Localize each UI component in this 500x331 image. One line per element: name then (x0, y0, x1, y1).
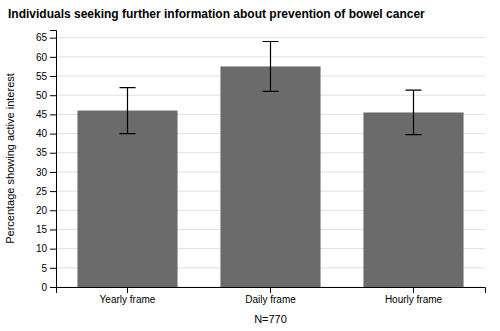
y-tick-mark (50, 153, 56, 154)
x-tick-label: Hourly frame (385, 294, 443, 305)
y-tick-mark (50, 268, 56, 269)
y-tick-label: 0 (41, 282, 47, 293)
x-tick-label: Daily frame (245, 294, 296, 305)
y-tick-mark (50, 172, 56, 173)
y-tick-mark (50, 210, 56, 211)
y-axis: 0 5 10 15 20 25 30 35 40 45 50 55 60 65 (36, 31, 57, 293)
x-tick-mark (270, 287, 271, 293)
y-tick-label: 30 (36, 167, 48, 178)
y-tick-mark (50, 95, 56, 96)
x-tick: Daily frame (245, 287, 296, 305)
y-tick-label: 10 (36, 243, 48, 254)
y-tick: 25 (36, 186, 56, 197)
bar (77, 111, 177, 287)
title: Individuals seeking further information … (8, 7, 425, 21)
y-tick: 35 (36, 147, 56, 158)
y-tick-mark (50, 229, 56, 230)
x-axis-title: N=770 (254, 313, 287, 325)
y-tick-label: 20 (36, 205, 48, 216)
y-tick-label: 45 (36, 109, 48, 120)
x-tick-mark (127, 287, 128, 293)
x-axis: Yearly frame Daily frame Hourly frame (57, 287, 486, 305)
bar (220, 66, 320, 287)
y-tick-mark (50, 249, 56, 250)
y-tick: 50 (36, 90, 56, 101)
marks (77, 42, 463, 287)
grid (56, 38, 485, 287)
y-tick-mark (50, 76, 56, 77)
y-tick: 65 (36, 32, 56, 43)
x-tick: Hourly frame (385, 287, 443, 305)
x-tick-mark (413, 287, 414, 293)
error-bar (263, 42, 279, 92)
y-tick: 20 (36, 205, 56, 216)
y-tick: 10 (36, 243, 56, 254)
y-tick-mark (50, 191, 56, 192)
y-axis-title: Percentage showing active interest (4, 73, 16, 244)
y-tick: 0 (41, 282, 56, 293)
y-tick-label: 50 (36, 90, 48, 101)
y-tick-label: 65 (36, 32, 48, 43)
y-tick-label: 40 (36, 128, 48, 139)
error-bar (120, 88, 136, 134)
y-tick-label: 15 (36, 224, 48, 235)
chart: 0 5 10 15 20 25 30 35 40 45 50 55 60 65 Yearly frame Da… (0, 0, 500, 331)
y-tick-mark (50, 38, 56, 39)
y-tick-label: 55 (36, 71, 48, 82)
y-tick: 30 (36, 167, 56, 178)
y-tick-label: 60 (36, 52, 48, 63)
y-tick: 45 (36, 109, 56, 120)
y-tick-mark (50, 134, 56, 135)
y-tick: 55 (36, 71, 56, 82)
x-tick-label: Yearly frame (100, 294, 156, 305)
error-bar (406, 90, 422, 134)
y-tick: 15 (36, 224, 56, 235)
plot: 0 5 10 15 20 25 30 35 40 45 50 55 60 65 Yearly frame Da… (36, 31, 486, 306)
y-tick: 40 (36, 128, 56, 139)
y-tick: 60 (36, 52, 56, 63)
y-axis-line (50, 31, 57, 288)
y-tick-label: 5 (41, 263, 47, 274)
bar (363, 112, 463, 287)
y-tick-mark (50, 57, 56, 58)
y-tick-mark (50, 287, 56, 288)
y-tick-label: 25 (36, 186, 48, 197)
x-tick: Yearly frame (100, 287, 156, 305)
y-tick: 5 (41, 263, 56, 274)
grid-line (56, 37, 485, 38)
y-tick-label: 35 (36, 147, 48, 158)
y-tick-mark (50, 114, 56, 115)
x-axis-line (57, 288, 486, 294)
